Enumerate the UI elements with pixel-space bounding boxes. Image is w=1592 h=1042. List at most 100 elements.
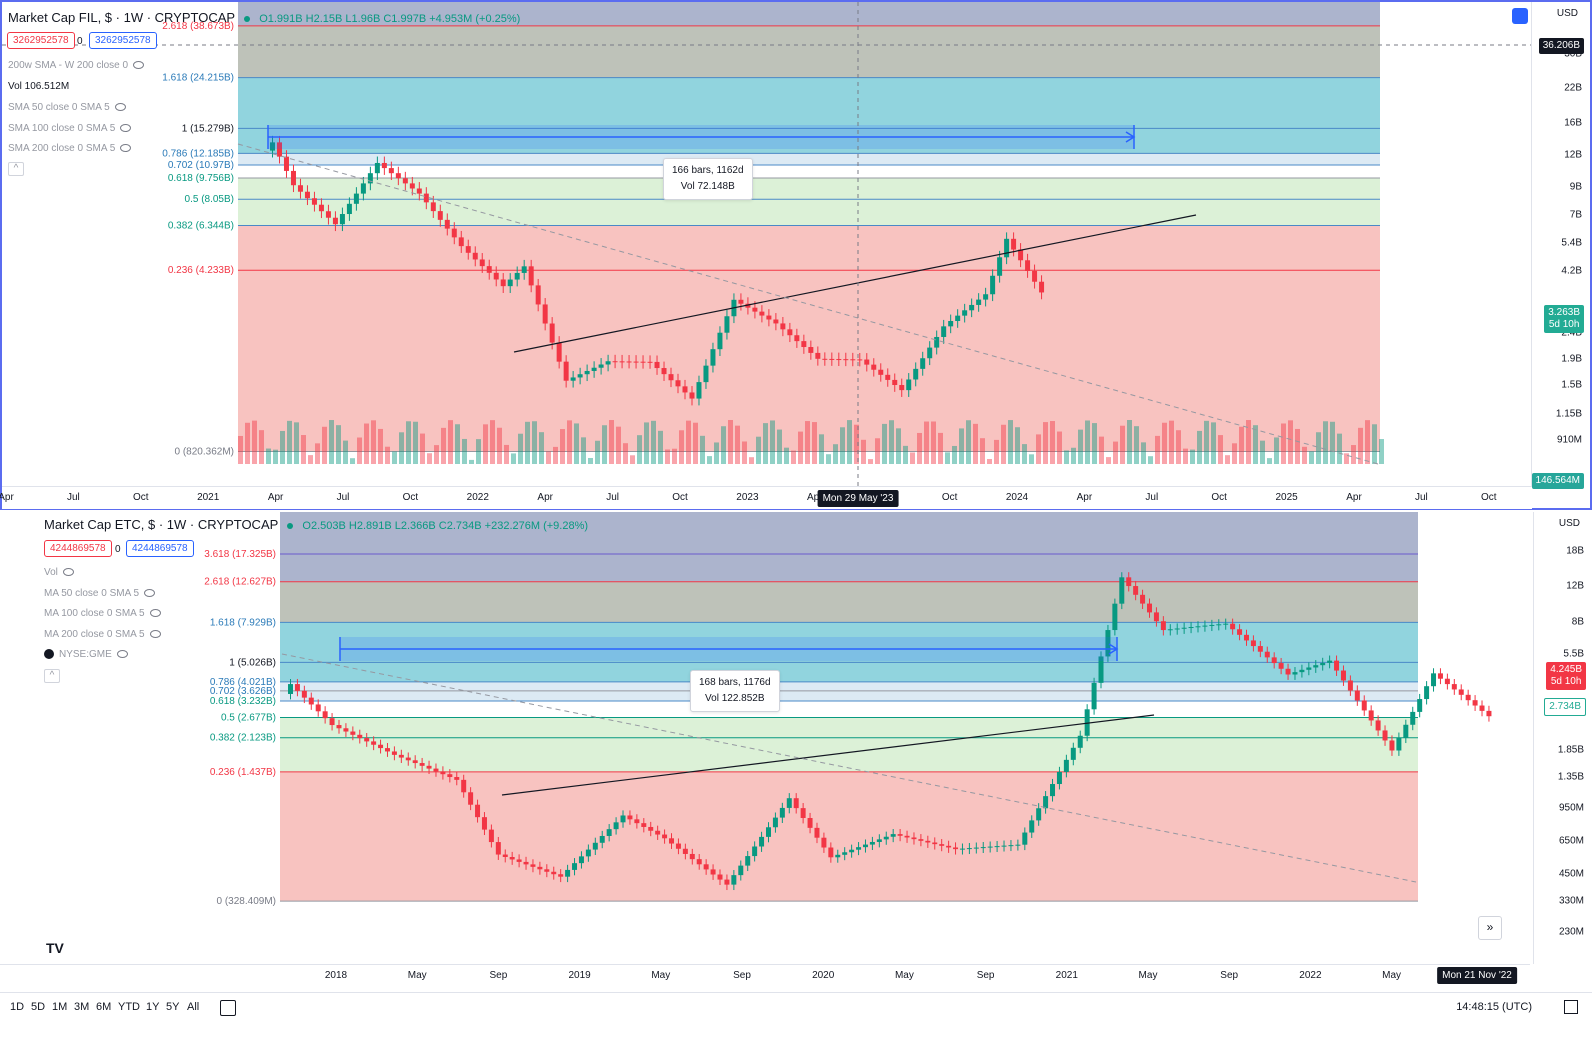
fullscreen-icon[interactable] <box>1564 1000 1578 1014</box>
candle-body <box>772 817 778 828</box>
eye-icon[interactable] <box>120 124 132 133</box>
fib-band <box>280 737 1418 772</box>
etc-chart-panel[interactable]: 3.618 (17.325B) 2.618 (12.627B) 1.618 (7.9… <box>0 512 1592 987</box>
sync-icon[interactable] <box>1512 8 1528 24</box>
calendar-icon[interactable] <box>220 1000 236 1016</box>
volume-bar <box>532 421 537 464</box>
indicator-ma-100[interactable]: MA 100 close 0 SMA 5 <box>44 608 161 619</box>
timeframe-ytd-button[interactable]: YTD <box>118 1001 140 1013</box>
fil-plot-area[interactable]: 2.618 (38.673B) 1.618 (24.215B) 1 (15.279B… <box>2 2 1532 486</box>
volume-bar <box>567 420 572 464</box>
etc-time-axis[interactable]: 2018 May Sep 2019 May Sep 2020 May Sep 2021 May Sep… <box>0 964 1530 987</box>
timeframe-1m-button[interactable]: 1M <box>52 1001 68 1013</box>
time-tick: Oct <box>1481 492 1497 503</box>
timeframe-all-button[interactable]: All <box>187 1001 200 1013</box>
candle-body <box>378 744 384 749</box>
candle-body <box>849 849 855 853</box>
eye-icon[interactable] <box>149 630 161 639</box>
volume-bar <box>784 447 789 464</box>
timeframe-1d-button[interactable]: 1D <box>10 1001 25 1013</box>
fib-level-label: 1 (5.026B) <box>229 657 276 668</box>
etc-sell-box[interactable]: 4244869578 <box>44 540 112 557</box>
indicator-sma-200[interactable]: SMA 200 close 0 SMA 5 <box>8 143 132 154</box>
candle-body <box>738 299 744 304</box>
candle-body <box>966 848 972 850</box>
currency-select[interactable]: USD <box>1558 518 1580 529</box>
collapse-chevron-icon[interactable]: ^ <box>8 162 24 176</box>
volume-bar <box>994 439 999 464</box>
etc-plot-area[interactable]: 3.618 (17.325B) 2.618 (12.627B) 1.618 (7.9… <box>0 512 1530 964</box>
candle-body <box>800 808 806 819</box>
etc-symbol-title[interactable]: Market Cap ETC, $ · 1W · CRYPTOCAP <box>44 517 279 532</box>
time-tick: Jul <box>336 492 350 503</box>
volume-bar <box>581 437 586 464</box>
volume-bar <box>609 420 614 464</box>
etc-buy-box[interactable]: 4244869578 <box>126 540 194 557</box>
timeframe-3m-button[interactable]: 3M <box>74 1001 90 1013</box>
indicator-vol[interactable]: Vol <box>44 567 74 578</box>
candle-body <box>612 361 618 363</box>
fil-time-axis[interactable]: Apr Jul Oct 2021 Apr Jul Oct 2022 Apr Jul Oct 2023 A… <box>0 486 1532 509</box>
candle-body <box>419 763 425 766</box>
clock[interactable]: 14:48:15 (UTC) <box>1456 1001 1532 1013</box>
candle-body <box>878 369 884 375</box>
eye-icon[interactable] <box>62 568 74 577</box>
candle-body <box>913 368 919 380</box>
fil-symbol-title[interactable]: Market Cap FIL, $ · 1W · CRYPTOCAP <box>8 10 236 25</box>
indicator-sma-100[interactable]: SMA 100 close 0 SMA 5 <box>8 123 132 134</box>
timeframe-5d-button[interactable]: 5D <box>31 1001 46 1013</box>
volume-bar <box>1043 422 1048 464</box>
candle-body <box>509 856 515 860</box>
indicator-200w-sma[interactable]: 200w SMA - W 200 close 0 <box>8 60 145 71</box>
volume-bar <box>1050 421 1055 464</box>
indicator-sma-50[interactable]: SMA 50 close 0 SMA 5 <box>8 102 126 113</box>
fil-chart-panel[interactable]: 2.618 (38.673B) 1.618 (24.215B) 1 (15.279B… <box>0 0 1592 510</box>
tradingview-logo-icon[interactable]: TV <box>46 940 64 956</box>
collapse-chevron-icon[interactable]: ^ <box>44 669 60 683</box>
volume-bar <box>406 421 411 464</box>
fib-level-label: 0.702 (3.626B) <box>210 686 276 697</box>
candle-body <box>465 246 471 253</box>
volume-bar <box>714 442 719 464</box>
fib-level-label: 0.786 (12.185B) <box>162 148 234 159</box>
fil-buy-box[interactable]: 3262952578 <box>89 32 157 49</box>
eye-icon[interactable] <box>144 589 156 598</box>
indicator-vol[interactable]: Vol 106.512M <box>8 81 70 92</box>
eye-icon[interactable] <box>120 144 132 153</box>
scroll-to-realtime-icon[interactable]: » <box>1478 916 1502 940</box>
candle-body <box>430 202 436 212</box>
candle-body <box>822 358 828 360</box>
arrowhead-icon <box>1125 131 1136 143</box>
candle-body <box>613 822 619 830</box>
candle-body <box>1444 678 1450 685</box>
candle-body <box>308 697 314 705</box>
currency-select[interactable]: USD <box>1556 8 1578 19</box>
volume-bar <box>280 430 285 464</box>
etc-price-axis[interactable]: USD 18B 12B 8B 5.5B 1.85B 1.35B 950M 650M 450M 33… <box>1533 512 1592 964</box>
indicator-ma-50[interactable]: MA 50 close 0 SMA 5 <box>44 588 156 599</box>
eye-icon[interactable] <box>116 650 128 659</box>
volume-bar <box>315 443 320 464</box>
eye-icon[interactable] <box>114 103 126 112</box>
volume-bar <box>1169 420 1174 464</box>
eye-icon[interactable] <box>133 61 145 70</box>
indicator-nyse-gme[interactable]: NYSE:GME <box>44 649 128 660</box>
candle-body <box>724 879 730 885</box>
fib-band <box>238 225 1380 271</box>
time-tick: 2024 <box>1005 492 1029 503</box>
candle-body <box>648 826 654 831</box>
candle-body <box>332 217 338 225</box>
candle-body <box>371 741 377 745</box>
volume-bar <box>1099 436 1104 464</box>
timeframe-1y-button[interactable]: 1Y <box>146 1001 160 1013</box>
volume-bar <box>1309 451 1314 464</box>
timeframe-5y-button[interactable]: 5Y <box>166 1001 180 1013</box>
candle-body <box>1437 673 1443 679</box>
fil-price-axis[interactable]: USD 30B22B16B12B9B7B5.4B4.2B2.4B1.9B1.5B… <box>1531 2 1590 486</box>
timeframe-6m-button[interactable]: 6M <box>96 1001 112 1013</box>
candle-body <box>1029 820 1035 833</box>
eye-icon[interactable] <box>149 609 161 618</box>
fil-sell-box[interactable]: 3262952578 <box>7 32 75 49</box>
indicator-ma-200[interactable]: MA 200 close 0 SMA 5 <box>44 629 161 640</box>
volume-bar <box>294 422 299 464</box>
